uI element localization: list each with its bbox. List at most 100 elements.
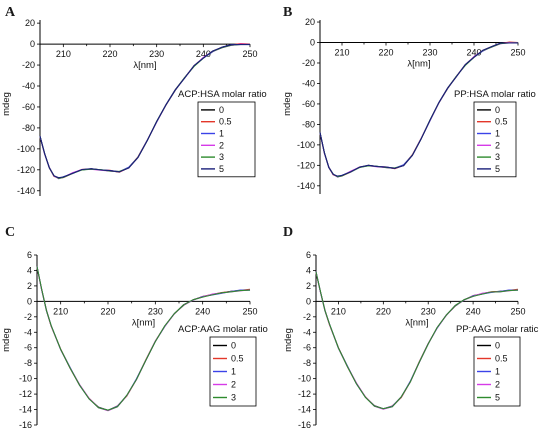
x-tick-label: 230 [148,306,163,316]
y-tick-label: 2 [306,281,311,291]
legend-entry: 5 [219,164,224,174]
legend-box [473,336,521,407]
y-tick-label: -60 [302,99,315,109]
y-tick-label: -16 [298,420,311,430]
y-tick-label: -2 [303,312,311,322]
legend-title: PP:AAG molar ratic [456,324,539,335]
x-axis-label: λ[nm] [133,60,156,71]
x-axis-label: λ[nm] [405,317,428,328]
x-tick-label: 210 [56,49,71,59]
y-tick-label: 0 [30,39,35,49]
series-line-5 [315,271,519,410]
legend-entry: 0.5 [231,354,244,364]
panel-letter: C [5,225,15,240]
x-tick-label: 220 [378,48,393,58]
x-tick-label: 210 [53,306,68,316]
y-tick-label: -80 [302,119,315,129]
legend-entry: 0 [231,341,236,351]
y-tick-label: -100 [297,140,315,150]
legend-entry: 0 [495,105,500,115]
x-tick-label: 220 [100,306,115,316]
legend-entry: 1 [495,367,500,377]
chart-panel-d: D 6 4 2 0 -2 -4 -6 -8 -10 -12 -14 -16 210 220 230 240 2 5 0… [283,225,539,430]
series-line-5 [39,44,250,179]
legend-entry: 3 [495,152,500,162]
y-tick-label: -4 [303,327,311,337]
y-tick-label: 4 [306,265,311,275]
x-axis-label: λ[nm] [407,59,430,70]
legend-entry: 5 [495,164,500,174]
y-tick-label: -8 [303,358,311,368]
x-tick-label: 210 [334,48,349,58]
y-tick-label: -2 [24,312,32,322]
y-tick-label: 2 [27,281,32,291]
y-tick-label: 4 [27,265,32,275]
x-tick-label: 240 [195,306,210,316]
y-tick-label: -120 [17,165,35,175]
y-tick-label: 0 [310,38,315,48]
y-tick-label: 6 [306,250,311,260]
y-tick-label: -12 [298,389,311,399]
x-tick-label: 250 [242,306,257,316]
series-line-5 [319,42,518,177]
x-tick-label: 250 [510,48,525,58]
y-tick-label: -4 [24,327,32,337]
y-tick-label: 20 [25,18,35,28]
y-tick-label: -6 [303,343,311,353]
legend-entry: 3 [219,152,224,162]
x-tick-label: 230 [422,48,437,58]
x-tick-label: 230 [421,306,436,316]
legend-entry: 0.5 [495,354,508,364]
y-tick-label: 20 [305,17,315,27]
y-tick-label: -6 [24,343,32,353]
legend-entry: 3 [231,393,236,403]
x-axis-label: λ[nm] [132,317,155,328]
legend-entry: 0 [495,341,500,351]
legend-title: ACP:AAG molar ratio [178,324,268,335]
y-tick-label: -80 [22,123,35,133]
panel-letter: B [283,5,292,20]
panel-letter: A [5,5,16,20]
y-tick-label: 6 [27,250,32,260]
y-axis-label: mdeg [282,92,293,116]
legend-entry: 1 [219,129,224,139]
legend-entry: 0.5 [219,117,232,127]
y-axis-label: mdeg [1,328,12,352]
panel-letter: D [283,225,293,240]
y-tick-label: -140 [297,181,315,191]
x-tick-label: 240 [466,306,481,316]
y-tick-label: -120 [297,160,315,170]
legend-title: PP:HSA molar ratio [454,89,536,100]
y-axis-label: mdeg [1,92,12,116]
y-tick-label: -8 [24,358,32,368]
y-tick-label: -40 [302,78,315,88]
x-tick-label: 240 [196,49,211,59]
x-tick-label: 220 [376,306,391,316]
x-tick-label: 240 [466,48,481,58]
y-tick-label: -10 [19,374,32,384]
y-tick-label: -60 [22,102,35,112]
y-tick-label: -20 [302,58,315,68]
y-tick-label: -40 [22,81,35,91]
legend-entry: 5 [495,393,500,403]
legend-entry: 2 [231,380,236,390]
y-tick-label: 0 [306,296,311,306]
y-tick-label: -100 [17,144,35,154]
y-tick-label: -10 [298,374,311,384]
y-tick-label: -12 [19,389,32,399]
legend-title: ACP:HSA molar ratio [178,89,267,100]
x-tick-label: 220 [102,49,117,59]
legend-entry: 2 [495,140,500,150]
series-line-3 [36,266,251,411]
legend-entry: 2 [219,140,224,150]
y-axis-label: mdeg [283,328,294,352]
legend-entry: 0.5 [495,117,508,127]
y-tick-label: -14 [298,405,311,415]
legend-entry: 2 [495,380,500,390]
y-tick-label: 0 [27,296,32,306]
x-tick-label: 210 [331,306,346,316]
legend-box [473,101,517,178]
